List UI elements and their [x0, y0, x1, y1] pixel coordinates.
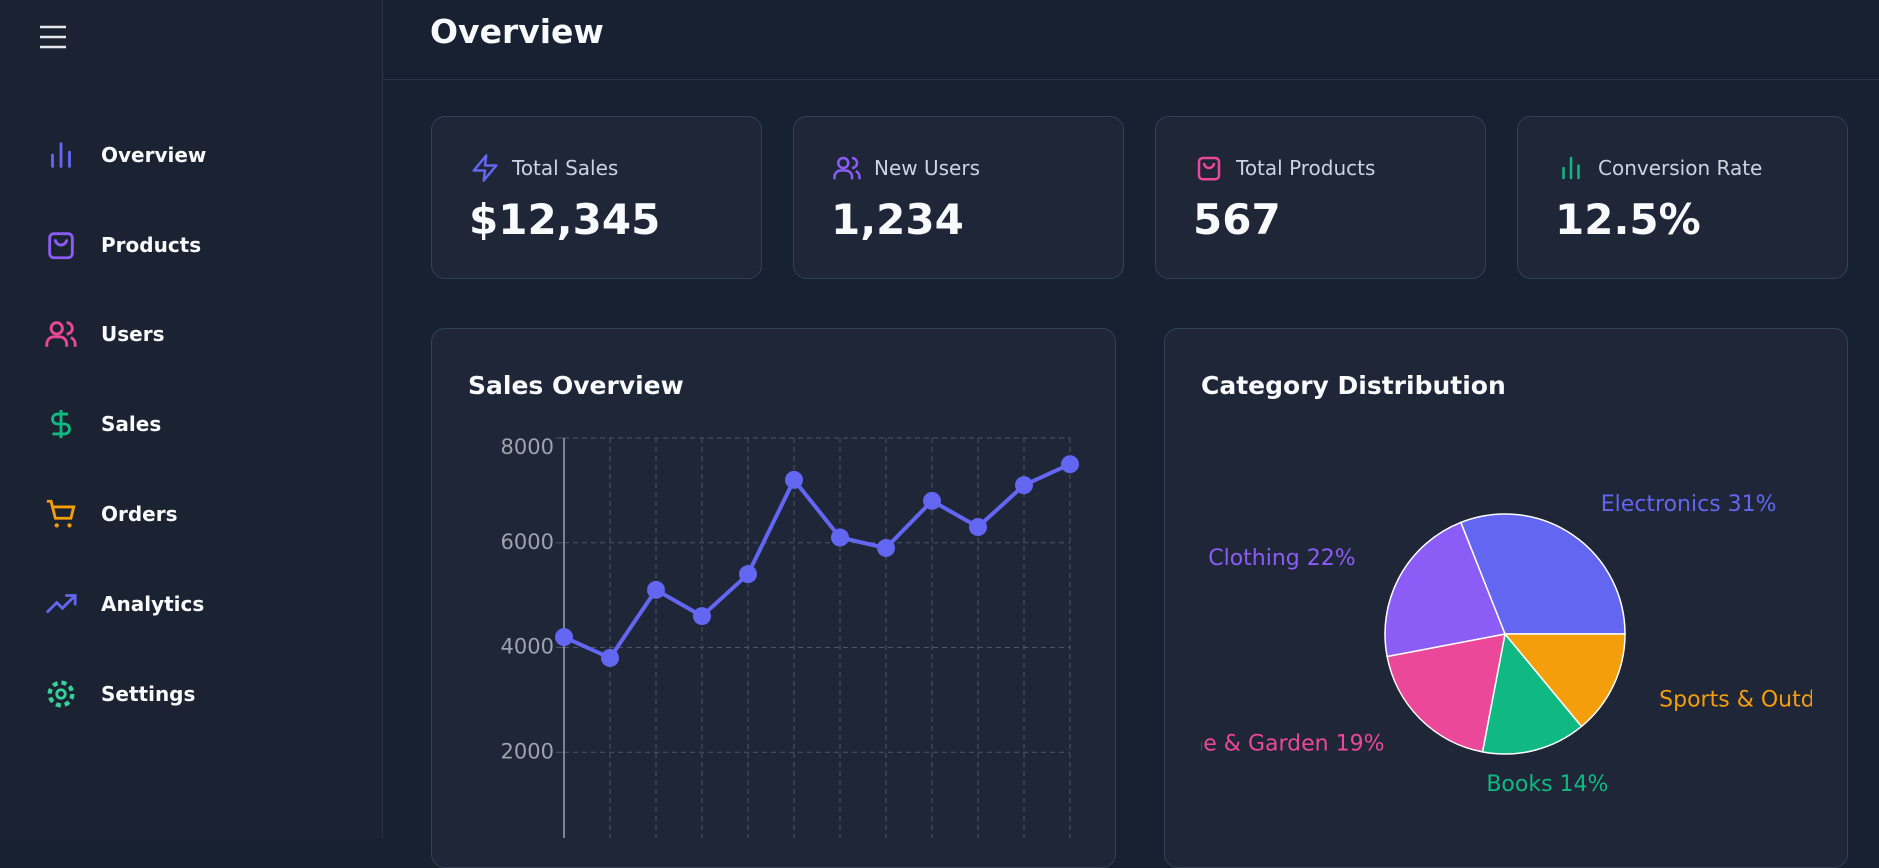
- icon: [833, 156, 861, 180]
- nav-item[interactable]: Users: [44, 314, 164, 354]
- nav-item[interactable]: Orders: [44, 494, 178, 534]
- stat-value: $12,345: [469, 195, 661, 244]
- icon: [47, 680, 75, 708]
- nav-label: Sales: [101, 412, 162, 436]
- nav-item[interactable]: Overview: [44, 135, 206, 175]
- icon: [45, 594, 77, 614]
- nav-label: Products: [101, 233, 202, 257]
- nav-item[interactable]: Products: [44, 225, 201, 265]
- chart-card: [1164, 328, 1848, 868]
- header: Overview: [383, 0, 1879, 80]
- stat-label: Total Products: [1236, 156, 1376, 180]
- nav-item[interactable]: Sales: [44, 404, 161, 444]
- icon: [472, 154, 498, 182]
- stat-value: 12.5%: [1555, 195, 1701, 244]
- stat-card: Total Products 567: [1155, 116, 1486, 279]
- stat-label: Conversion Rate: [1598, 156, 1763, 180]
- menu-button[interactable]: [38, 24, 68, 50]
- icon: [1562, 156, 1580, 180]
- icon: [51, 142, 71, 168]
- chart-card: [431, 328, 1116, 868]
- nav-label: Settings: [101, 682, 196, 706]
- nav-label: Overview: [101, 143, 207, 167]
- stat-card: Conversion Rate 12.5%: [1517, 116, 1848, 279]
- nav-item[interactable]: Settings: [44, 674, 195, 714]
- icon: [1197, 156, 1221, 181]
- icon: [51, 409, 71, 439]
- slice-value: 14%: [1869, 687, 1879, 712]
- icon: [45, 321, 77, 347]
- stat-label: New Users: [874, 156, 980, 180]
- stat-value: 567: [1193, 195, 1281, 244]
- icon: [46, 499, 76, 528]
- stat-value: 1,234: [831, 195, 964, 244]
- stat-card: Total Sales $12,345: [431, 116, 762, 279]
- page-title: Overview: [430, 12, 604, 51]
- icon: [48, 232, 74, 260]
- nav-label: Orders: [101, 502, 178, 526]
- stat-card: New Users 1,234: [793, 116, 1124, 279]
- nav-item[interactable]: Analytics: [44, 584, 204, 624]
- nav-label: Users: [101, 322, 165, 346]
- stat-label: Total Sales: [512, 156, 619, 180]
- sidebar: Overview Products Users Sales Orders Ana…: [0, 0, 383, 838]
- nav-label: Analytics: [101, 592, 205, 616]
